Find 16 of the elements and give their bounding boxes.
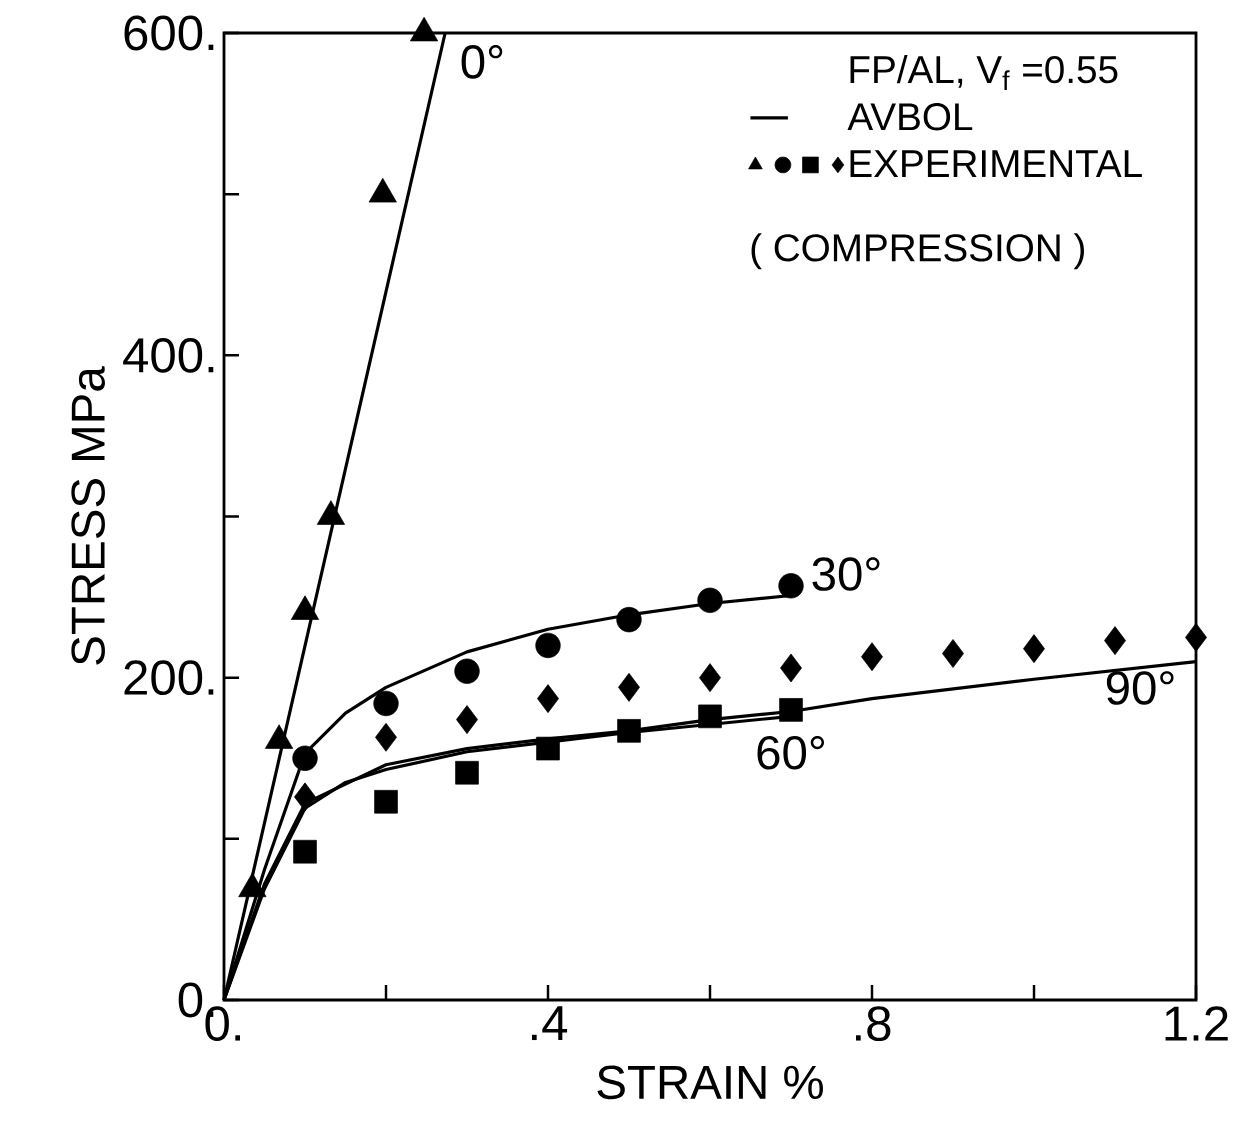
x-tick-label: .8 [855,1006,891,1042]
y-tick-label: 400. [123,337,214,373]
x-axis-title: STRAIN % [597,1065,823,1100]
annotation: 30° [812,557,880,591]
annotation: 90° [1106,671,1174,705]
y-tick-label: 600. [124,15,214,51]
x-tick-label: .4 [531,1006,568,1041]
annotation: ( COMPRESSION ) [751,233,1084,270]
legend-title: FP/AL, V$_{f}$ =0.55 [850,54,1118,90]
y-tick-label: 200. [124,660,214,696]
annotation: 60° [757,735,825,770]
legend-label: AVBOL [847,103,973,131]
y-axis-title: STRESS MPa [71,366,105,665]
annotation: 0° [461,45,503,79]
x-tick-label: 1.2 [1165,1006,1228,1041]
legend-label: EXPERIMENTAL [850,150,1142,177]
